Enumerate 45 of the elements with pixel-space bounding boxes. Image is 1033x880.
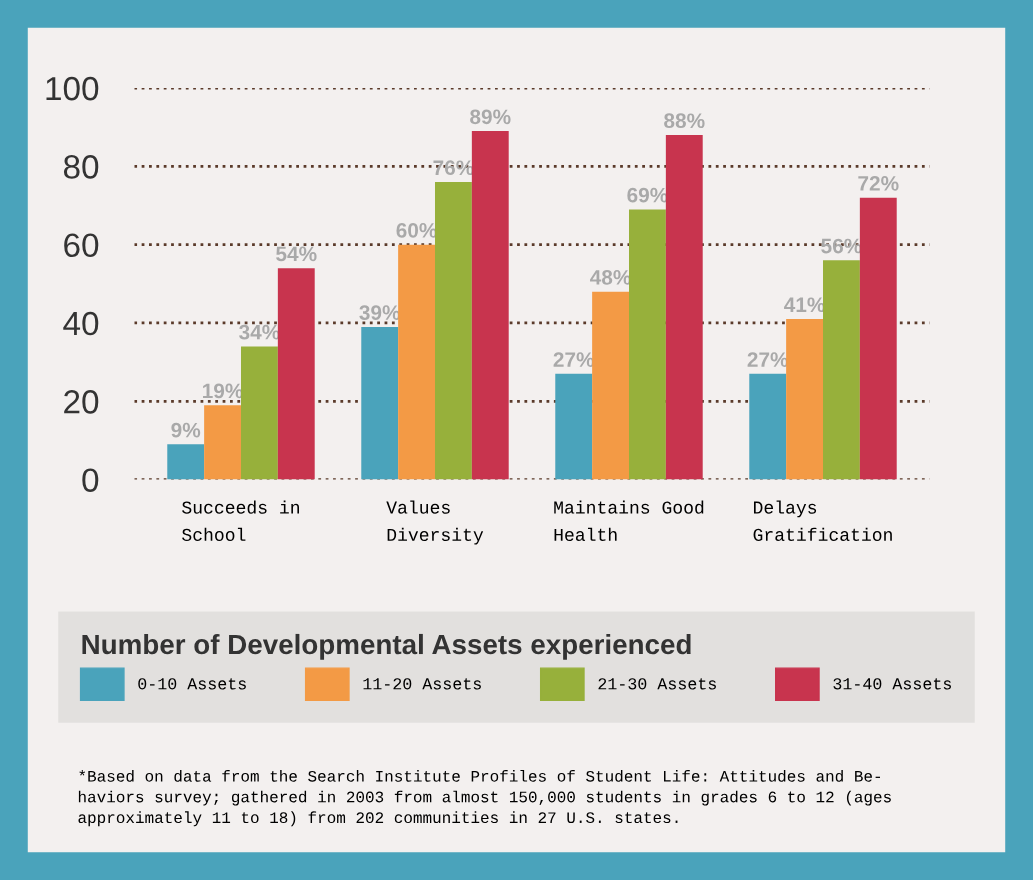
data-label: 72% [858,176,899,191]
data-label: 48% [590,269,631,285]
bar [786,319,823,480]
bar [823,260,860,480]
bar [629,209,666,480]
x-tick-label: Succeeds in School [182,500,299,541]
bar [592,291,629,480]
legend-label: 11-20 Assets [363,678,481,690]
data-label: 34% [239,324,280,340]
y-tick-label: 20 [64,390,99,414]
data-label: 69% [627,187,668,203]
data-label: 41% [784,297,825,313]
bar [361,326,399,480]
bar [167,444,205,480]
bar [859,197,897,480]
bar [204,405,241,480]
legend-label: 31-40 Assets [833,678,952,690]
bar [398,244,435,480]
data-label: 60% [396,222,437,238]
y-tick-label: 0 [82,468,99,493]
bar [434,181,472,480]
bar [471,131,509,480]
bar [555,373,593,480]
x-tick-label: Maintains Good Health [554,500,704,541]
x-tick-label: Values Diversity [386,500,484,545]
bar [665,134,703,480]
legend-label: 0-10 Assets [138,678,246,690]
legend-label: 21-30 Assets [598,678,716,690]
legend-title: Number of Developmental Assets experienced [82,633,691,660]
text: *Based on data from the Search Institute Profiles of Student Life: Attitudes and Be- haviors survey; gathered in 2003 from almost 150,000 students in grades 6 to 12 (ages approximately 11 to 18) from 202 communities in 27 U.S. states. [78,770,891,827]
data-label: 54% [276,246,317,262]
data-label: 19% [203,383,243,399]
y-tick-label: 60 [64,233,99,258]
data-label: 76% [433,160,474,176]
y-tick-label: 80 [63,155,99,179]
data-label: 9% [171,422,201,438]
data-label: 89% [470,109,511,125]
data-label: 56% [821,238,862,254]
bar [240,346,278,480]
data-label: 88% [664,113,705,129]
bar [277,268,315,480]
y-tick-label: 100 [46,76,99,101]
bar [749,373,787,480]
y-tick-label: 40 [63,311,99,336]
x-tick-label: Delays Gratification [753,500,892,541]
